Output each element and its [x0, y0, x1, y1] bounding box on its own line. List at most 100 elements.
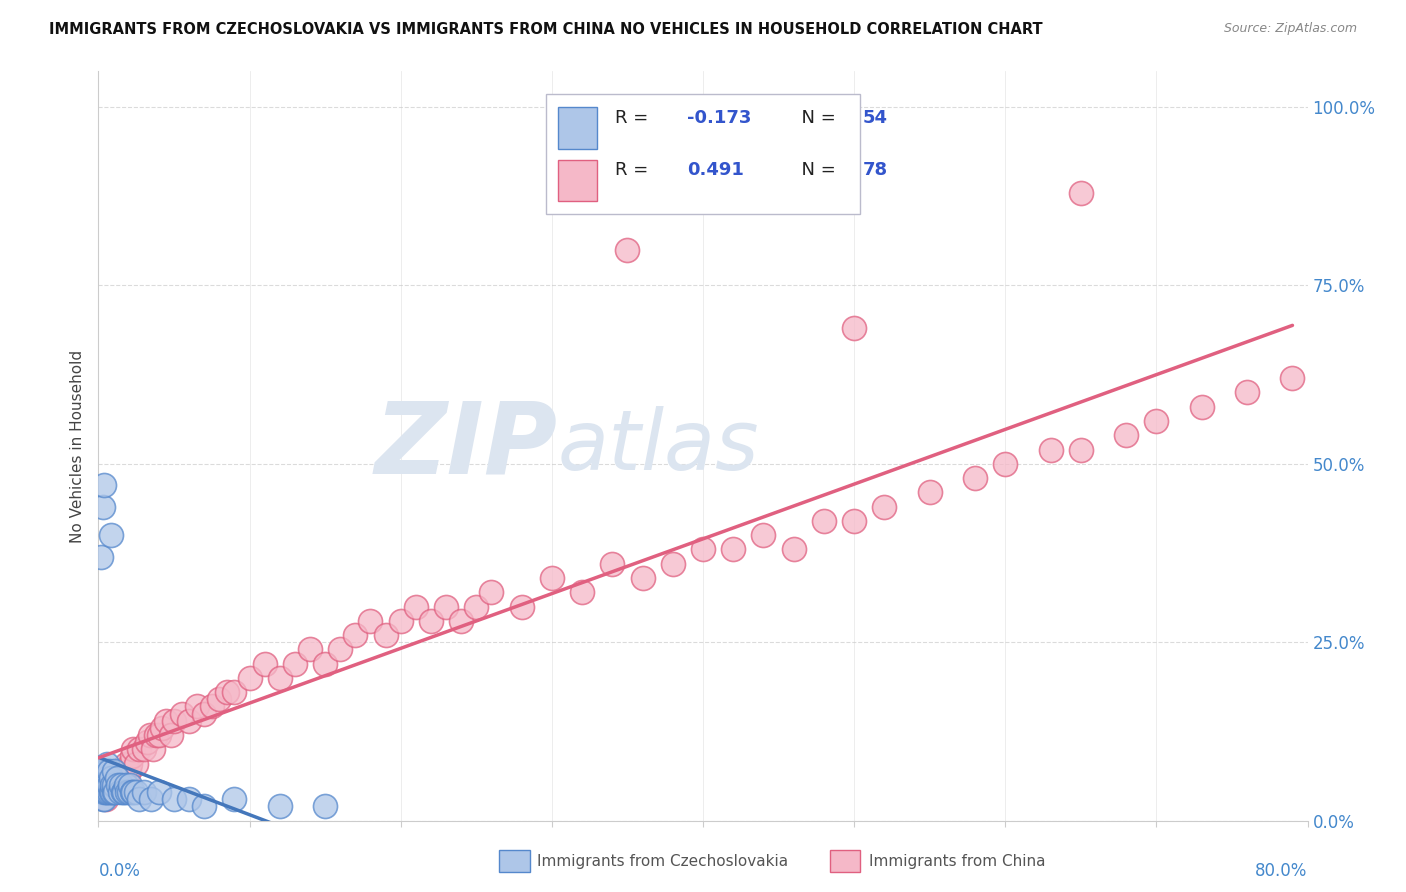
Point: [360, 614, 382, 628]
Point: [284, 657, 307, 671]
Point: [224, 685, 246, 699]
Point: [103, 778, 125, 792]
Point: [91, 500, 114, 514]
Point: [107, 778, 129, 792]
Point: [100, 785, 122, 799]
Point: [115, 771, 138, 785]
Point: [1070, 442, 1092, 457]
Point: [125, 756, 148, 771]
Point: [465, 599, 488, 614]
Text: 54: 54: [863, 109, 887, 127]
Point: [269, 799, 291, 814]
Point: [1115, 428, 1137, 442]
Point: [450, 614, 472, 628]
Point: [208, 692, 231, 706]
Point: [783, 542, 806, 557]
Point: [193, 706, 215, 721]
Text: -0.173: -0.173: [688, 109, 752, 127]
Point: [118, 764, 141, 778]
Text: IMMIGRANTS FROM CZECHOSLOVAKIA VS IMMIGRANTS FROM CHINA NO VEHICLES IN HOUSEHOLD: IMMIGRANTS FROM CZECHOSLOVAKIA VS IMMIGR…: [49, 22, 1043, 37]
Y-axis label: No Vehicles in Household: No Vehicles in Household: [70, 350, 86, 542]
Point: [132, 742, 155, 756]
Point: [118, 785, 141, 799]
Point: [269, 671, 291, 685]
Text: N =: N =: [790, 109, 842, 127]
Point: [201, 699, 224, 714]
Point: [121, 749, 143, 764]
Text: 78: 78: [863, 161, 887, 179]
Point: [100, 771, 122, 785]
Point: [115, 785, 138, 799]
Point: [405, 599, 427, 614]
Point: [139, 728, 162, 742]
Point: [873, 500, 896, 514]
Point: [125, 785, 148, 799]
Point: [844, 514, 866, 528]
Text: R =: R =: [614, 161, 659, 179]
Point: [224, 792, 246, 806]
Point: [105, 771, 128, 785]
Point: [120, 778, 142, 792]
Point: [163, 714, 186, 728]
Point: [813, 514, 835, 528]
Point: [100, 528, 122, 542]
Point: [1039, 442, 1062, 457]
Point: [844, 321, 866, 335]
Point: [91, 792, 114, 806]
Point: [90, 785, 112, 799]
Point: [329, 642, 352, 657]
Point: [128, 792, 150, 806]
Point: [110, 778, 132, 792]
Point: [108, 778, 131, 792]
Point: [661, 557, 683, 571]
Point: [128, 742, 150, 756]
Point: [122, 742, 145, 756]
Text: Source: ZipAtlas.com: Source: ZipAtlas.com: [1223, 22, 1357, 36]
Point: [105, 778, 128, 792]
Point: [1144, 414, 1167, 428]
Point: [96, 785, 118, 799]
FancyBboxPatch shape: [558, 160, 596, 201]
Point: [96, 771, 118, 785]
Point: [104, 785, 127, 799]
Point: [141, 792, 163, 806]
Point: [98, 778, 121, 792]
Point: [120, 756, 142, 771]
Point: [94, 785, 117, 799]
Point: [112, 785, 135, 799]
Point: [752, 528, 775, 542]
Point: [994, 457, 1017, 471]
Point: [434, 599, 457, 614]
Point: [142, 742, 165, 756]
Point: [135, 735, 157, 749]
Point: [90, 549, 112, 564]
Point: [193, 799, 215, 814]
Point: [918, 485, 941, 500]
Point: [186, 699, 208, 714]
Point: [103, 764, 125, 778]
Point: [344, 628, 367, 642]
Point: [104, 785, 127, 799]
Point: [148, 728, 170, 742]
Point: [101, 785, 124, 799]
Point: [103, 785, 125, 799]
Point: [91, 764, 114, 778]
Point: [389, 614, 412, 628]
FancyBboxPatch shape: [558, 107, 596, 149]
Point: [155, 714, 177, 728]
Point: [132, 785, 155, 799]
Point: [1236, 385, 1258, 400]
Text: 0.491: 0.491: [688, 161, 744, 179]
Text: 80.0%: 80.0%: [1256, 862, 1308, 880]
Point: [163, 792, 186, 806]
Point: [616, 243, 638, 257]
Point: [110, 771, 132, 785]
Point: [145, 728, 167, 742]
Point: [89, 778, 111, 792]
Point: [100, 778, 122, 792]
Text: R =: R =: [614, 109, 654, 127]
Point: [571, 585, 593, 599]
Point: [179, 714, 201, 728]
Point: [1070, 186, 1092, 200]
Point: [170, 706, 193, 721]
